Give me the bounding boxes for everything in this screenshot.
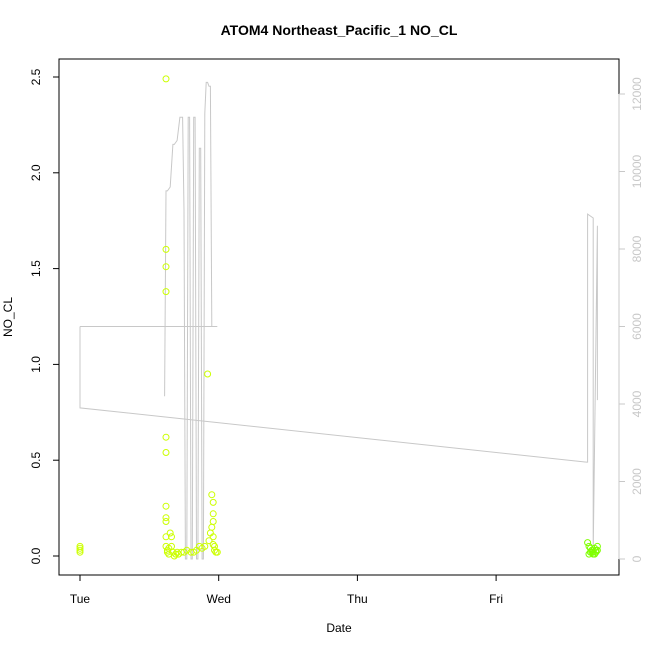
- data-point: [162, 449, 170, 456]
- data-point: [209, 518, 217, 525]
- right-tick-label: 4000: [630, 390, 644, 417]
- series-line-wed: [80, 81, 218, 560]
- data-point: [204, 370, 212, 378]
- line-layer: [79, 81, 598, 560]
- left-tick-label: 1.0: [29, 356, 43, 373]
- y-axis-label: NO_CL: [1, 297, 15, 337]
- series-line-main: [79, 213, 598, 552]
- data-point: [208, 491, 216, 499]
- left-axis: 0.0 0.5 1.0 1.5 2.0 2.5: [29, 68, 60, 564]
- data-point: [76, 544, 84, 552]
- data-point: [201, 542, 209, 550]
- data-point: [173, 548, 181, 556]
- data-point: [162, 518, 170, 525]
- bottom-tick-label: Thu: [347, 592, 368, 606]
- data-point: [584, 539, 592, 547]
- right-tick-label: 10000: [630, 154, 644, 188]
- left-tick-label: 0.5: [29, 452, 43, 469]
- data-point: [162, 245, 170, 253]
- right-tick-label: 2000: [630, 468, 644, 495]
- data-point: [162, 75, 170, 83]
- bottom-tick-label: Fri: [489, 592, 503, 606]
- data-point: [209, 498, 217, 506]
- left-tick-label: 2.5: [29, 68, 43, 85]
- data-point: [593, 546, 601, 554]
- data-point: [213, 548, 221, 556]
- right-tick-label: 6000: [630, 313, 644, 340]
- bottom-tick-label: Tue: [70, 592, 91, 606]
- bottom-tick-label: Wed: [206, 592, 230, 606]
- right-tick-label: 0: [630, 555, 644, 562]
- right-tick-label: 8000: [630, 235, 644, 262]
- data-point: [162, 263, 170, 271]
- data-point: [166, 529, 174, 537]
- point-layer: [76, 75, 601, 560]
- right-tick-label: 12000: [630, 77, 644, 111]
- left-tick-label: 2.0: [29, 164, 43, 181]
- data-point: [208, 523, 216, 531]
- data-point: [162, 433, 170, 441]
- data-point: [183, 546, 191, 554]
- data-point: [209, 533, 217, 541]
- bottom-axis: Tue Wed Thu Fri: [70, 574, 503, 606]
- data-point: [205, 537, 213, 545]
- data-point: [592, 548, 600, 556]
- data-point: [76, 546, 84, 554]
- left-tick-label: 0.0: [29, 547, 43, 564]
- data-point: [162, 502, 170, 510]
- left-tick-label: 1.5: [29, 260, 43, 277]
- right-axis: 0 2000 4000 6000 8000 10000 12000: [618, 77, 644, 562]
- data-point: [76, 548, 84, 556]
- data-point: [162, 288, 170, 296]
- data-point: [209, 510, 217, 518]
- plot-frame: [58, 58, 620, 576]
- data-point: [162, 514, 170, 522]
- chart-title: ATOM4 Northeast_Pacific_1 NO_CL: [221, 22, 458, 38]
- data-point: [168, 533, 175, 541]
- x-axis-label: Date: [326, 621, 352, 635]
